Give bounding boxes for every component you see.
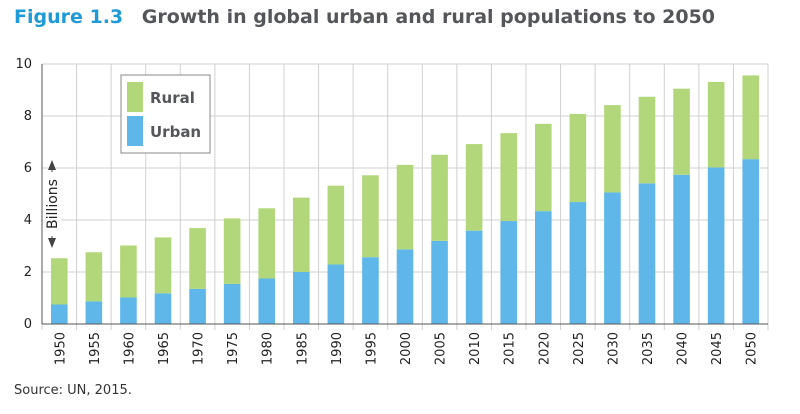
x-tick-label: 2050 (745, 332, 760, 365)
bar-rural-1950 (50, 258, 68, 305)
bar-urban-2040 (673, 174, 690, 324)
bar-rural-2025 (569, 113, 587, 203)
x-tick-label: 1950 (53, 332, 68, 365)
bar-rural-1955 (85, 252, 103, 302)
bar-rural-2020 (534, 123, 552, 212)
bar-rural-1965 (154, 237, 172, 294)
bar-urban-2035 (638, 183, 656, 324)
figure-title: Growth in global urban and rural populat… (141, 6, 716, 28)
y-tick-label: 6 (24, 161, 32, 176)
bar-urban-1980 (258, 278, 276, 324)
x-tick-label: 2020 (537, 332, 552, 365)
y-tick-label: 10 (15, 57, 32, 72)
x-tick-label: 1955 (88, 332, 103, 365)
x-tick-label: 2025 (572, 332, 587, 365)
x-tick-label: 2015 (503, 332, 518, 365)
bar-rural-2015 (500, 133, 518, 222)
bar-urban-1975 (223, 283, 241, 324)
x-tick-label: 1995 (364, 332, 379, 365)
bar-urban-1985 (292, 272, 310, 324)
bar-urban-2020 (534, 211, 552, 324)
bar-rural-2040 (673, 88, 690, 175)
y-tick-label: 8 (24, 109, 32, 124)
legend-swatch-rural (127, 82, 143, 112)
bar-rural-2000 (396, 164, 414, 250)
bar-rural-1975 (223, 218, 241, 284)
bar-urban-2030 (604, 192, 621, 324)
x-tick-label: 2000 (399, 332, 414, 365)
bar-rural-2050 (742, 75, 760, 160)
bar-urban-1965 (154, 293, 172, 324)
bar-urban-2000 (396, 249, 414, 324)
bar-rural-2030 (604, 105, 621, 193)
legend-label-urban: Urban (150, 123, 201, 141)
x-tick-label: 1975 (226, 332, 241, 365)
bar-rural-1960 (120, 245, 137, 298)
bar-urban-1970 (189, 288, 206, 324)
x-tick-label: 1990 (330, 332, 345, 365)
x-tick-label: 1960 (122, 332, 137, 365)
y-tick-label: 4 (24, 213, 32, 228)
legend-label-rural: Rural (150, 89, 195, 107)
x-tick-label: 1970 (192, 332, 207, 365)
legend-swatch-urban (127, 116, 143, 146)
y-axis-label: Billions (45, 179, 61, 229)
bar-rural-2035 (638, 96, 656, 184)
bar-urban-2025 (569, 202, 587, 324)
bar-urban-1960 (120, 297, 137, 324)
bar-rural-1980 (258, 208, 276, 279)
bar-rural-1995 (362, 175, 379, 258)
x-tick-label: 1980 (261, 332, 276, 365)
bar-rural-1970 (189, 228, 206, 289)
figure-number: Figure 1.3 (14, 6, 124, 28)
bar-rural-2010 (465, 144, 483, 231)
x-tick-label: 1985 (295, 332, 310, 365)
bar-rural-1985 (292, 197, 310, 272)
bar-urban-2005 (431, 240, 448, 324)
x-tick-label: 2040 (676, 332, 691, 365)
bar-rural-1990 (327, 185, 345, 265)
x-tick-label: 2035 (641, 332, 656, 365)
x-tick-label: 2045 (710, 332, 725, 365)
bar-urban-1955 (85, 301, 103, 324)
bar-rural-2045 (707, 81, 725, 168)
x-tick-label: 2010 (468, 332, 483, 365)
bar-urban-1990 (327, 264, 345, 324)
bar-urban-2045 (707, 167, 725, 324)
arrow-down-icon (48, 238, 56, 248)
arrow-up-icon (48, 160, 56, 170)
bar-urban-1950 (50, 304, 68, 324)
bar-urban-2015 (500, 221, 518, 324)
ylabel-background (43, 172, 61, 236)
bar-urban-1995 (362, 257, 379, 324)
figure-title-row: Figure 1.3 Growth in global urban and ru… (14, 6, 715, 36)
x-tick-label: 2005 (434, 332, 449, 365)
bar-urban-2010 (465, 230, 483, 324)
y-tick-label: 0 (24, 317, 32, 332)
bar-urban-2050 (742, 159, 760, 324)
x-tick-label: 2030 (606, 332, 621, 365)
source-note: Source: UN, 2015. (14, 383, 132, 398)
y-tick-label: 2 (24, 265, 32, 280)
bar-rural-2005 (431, 154, 448, 241)
x-tick-label: 1965 (157, 332, 172, 365)
